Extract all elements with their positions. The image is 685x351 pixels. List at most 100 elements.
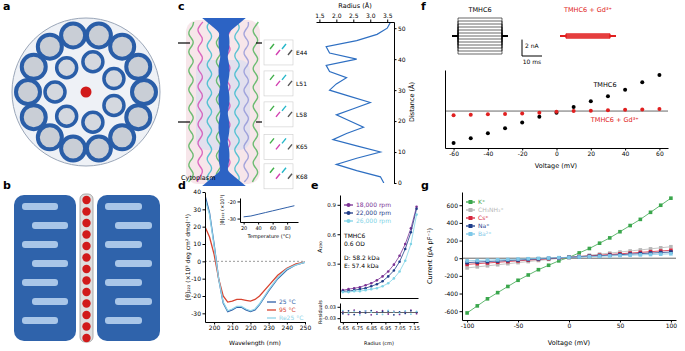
trace bbox=[560, 35, 616, 36]
point bbox=[608, 236, 612, 240]
point bbox=[381, 285, 384, 288]
axis-title: Distance (Å) bbox=[407, 82, 416, 122]
series-line bbox=[205, 227, 305, 302]
tick-mark bbox=[338, 205, 341, 206]
tick-label: 0 bbox=[555, 150, 559, 157]
point bbox=[606, 94, 610, 98]
side-chain bbox=[288, 144, 292, 149]
point bbox=[567, 256, 571, 260]
residue-label: L58 bbox=[296, 111, 307, 118]
axis-title: Radius (cm) bbox=[364, 340, 394, 346]
side-chain bbox=[276, 144, 280, 149]
legend-swatch bbox=[469, 232, 473, 236]
axis: -30 -20 bbox=[228, 199, 241, 223]
tick-label: 6.95 bbox=[380, 325, 391, 331]
point bbox=[404, 311, 406, 313]
tick: -30 bbox=[228, 216, 240, 222]
residue-view bbox=[264, 164, 293, 189]
point bbox=[347, 290, 350, 293]
tick-label: 0.03 bbox=[325, 304, 336, 310]
tick-label: 210 bbox=[227, 324, 239, 331]
point bbox=[588, 247, 592, 251]
tick-label: 80 bbox=[284, 225, 290, 231]
tick: -20 bbox=[518, 148, 528, 157]
helix bbox=[22, 105, 46, 129]
legend-item: 18,000 rpm bbox=[344, 201, 391, 209]
tick: -20 bbox=[228, 199, 240, 205]
legend-item: K⁺ bbox=[466, 198, 485, 205]
axis-line bbox=[341, 298, 419, 299]
point bbox=[618, 253, 622, 257]
trace bbox=[452, 21, 508, 36]
point bbox=[404, 310, 406, 312]
protein-cavity bbox=[22, 241, 58, 248]
point bbox=[370, 314, 372, 316]
helix bbox=[132, 80, 156, 104]
helix bbox=[197, 22, 202, 182]
tick: 80 bbox=[284, 222, 290, 231]
legend-label: 25 °C bbox=[279, 298, 296, 305]
point bbox=[628, 224, 632, 228]
tick-label: 200 bbox=[209, 324, 221, 331]
axis-title: Residuals bbox=[317, 300, 323, 324]
tick-label: 250 bbox=[300, 324, 312, 331]
trace bbox=[452, 24, 508, 36]
panel-label: c bbox=[178, 0, 185, 13]
plot-area bbox=[340, 309, 418, 316]
axis: 20406080 bbox=[241, 222, 299, 231]
point bbox=[598, 241, 602, 245]
point bbox=[342, 313, 344, 315]
axis-line bbox=[340, 304, 341, 323]
tick: 20 bbox=[587, 148, 595, 157]
point bbox=[359, 314, 361, 316]
tick-label: 60 bbox=[656, 150, 664, 157]
point bbox=[669, 196, 673, 200]
tick-label: 50 bbox=[398, 25, 406, 32]
axis-title: Voltage (mV) bbox=[535, 162, 577, 170]
point bbox=[393, 269, 396, 272]
helix bbox=[38, 125, 62, 149]
helix bbox=[16, 80, 40, 104]
trace bbox=[452, 33, 508, 36]
point bbox=[557, 256, 561, 260]
tick-label: -10 bbox=[191, 275, 201, 282]
tick-mark bbox=[338, 264, 341, 265]
point bbox=[649, 211, 653, 215]
helix bbox=[104, 95, 124, 115]
point bbox=[506, 258, 510, 262]
point bbox=[598, 254, 602, 258]
axis-line bbox=[206, 322, 306, 323]
trace bbox=[560, 36, 616, 38]
series-line bbox=[467, 254, 671, 261]
point bbox=[520, 121, 524, 125]
point bbox=[359, 290, 362, 293]
point bbox=[537, 115, 541, 119]
trace bbox=[452, 36, 508, 37]
ion bbox=[82, 265, 90, 273]
tick: -600 bbox=[444, 308, 462, 315]
structure-cross-section bbox=[14, 192, 160, 344]
point bbox=[410, 309, 412, 311]
legend-item: 95 °C bbox=[267, 306, 296, 313]
tick-mark bbox=[460, 258, 463, 259]
point bbox=[577, 254, 581, 258]
legend-item: CH₃NH₃⁺ bbox=[466, 206, 504, 213]
tick: 3.5 bbox=[383, 12, 393, 22]
tick-mark bbox=[394, 90, 397, 91]
series-line bbox=[244, 206, 295, 217]
plot-area bbox=[342, 205, 418, 293]
point bbox=[503, 112, 507, 116]
helix bbox=[45, 82, 65, 102]
ion bbox=[82, 219, 90, 227]
reference-line bbox=[340, 312, 418, 313]
axis-title: Current (pA pF⁻¹) bbox=[426, 228, 434, 284]
legend-label: 18,000 rpm bbox=[356, 201, 391, 209]
helix bbox=[252, 22, 258, 182]
point bbox=[398, 260, 401, 263]
legend-swatch bbox=[469, 224, 473, 228]
point bbox=[557, 257, 561, 261]
point bbox=[640, 107, 644, 111]
helix bbox=[244, 22, 248, 182]
side-chain bbox=[282, 44, 286, 49]
point bbox=[659, 246, 663, 250]
